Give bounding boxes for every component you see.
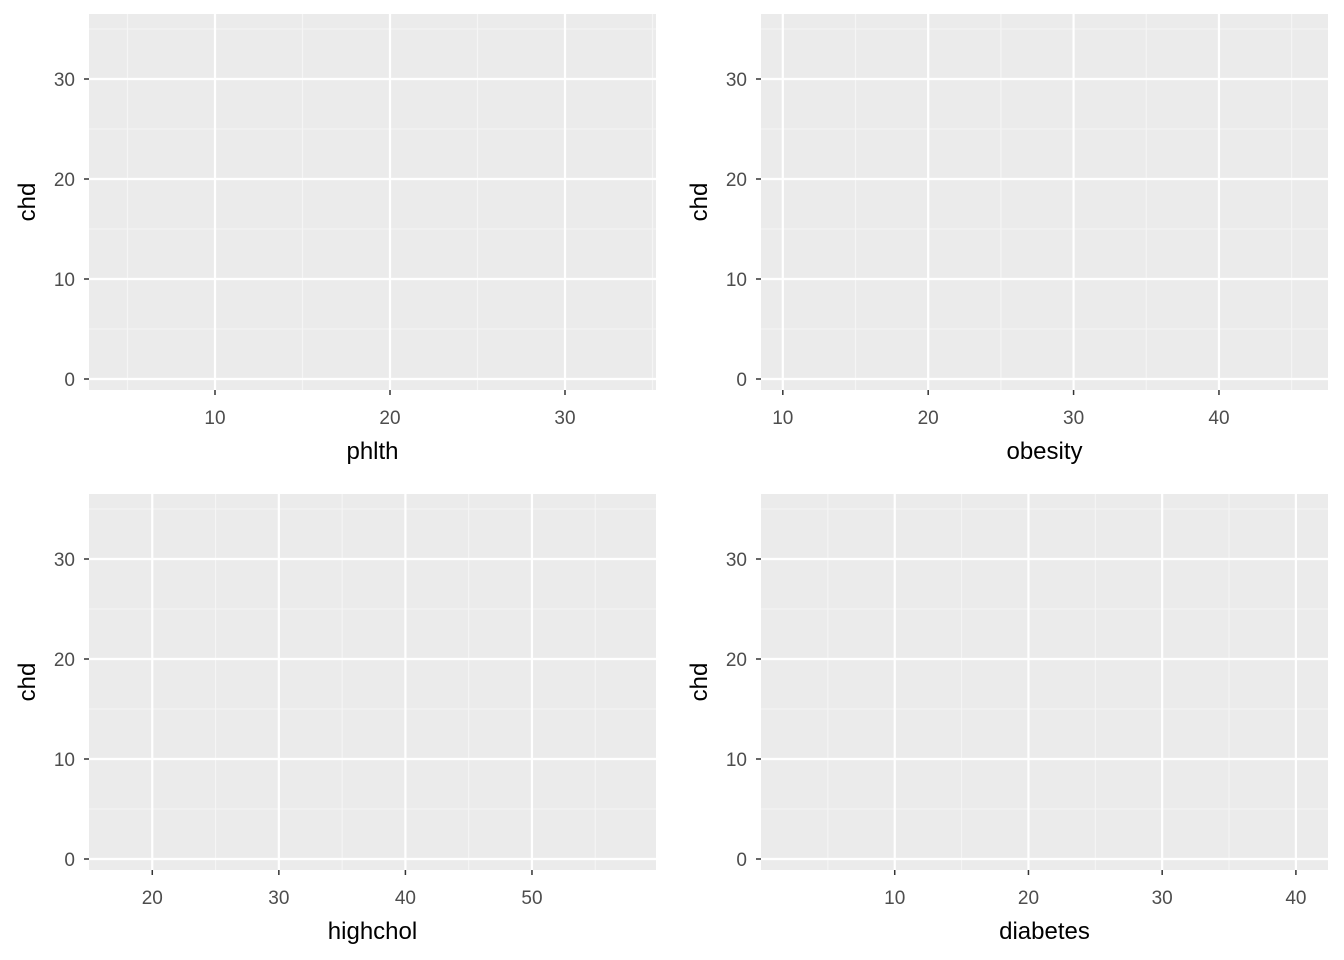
panel-4: 10 20 30 40 0 10 20 30 diabetes chd [686,494,1328,945]
y-axis-title: chd [14,183,41,222]
panel-2: 10 20 30 40 0 10 20 30 obesity chd [686,14,1328,465]
y-tick-label: 30 [726,550,747,571]
x-tick-label: 30 [268,888,289,909]
y-tick-label: 20 [54,170,75,191]
panel-3: 20 30 40 50 0 10 20 30 highchol chd [14,494,656,945]
y-tick-label: 0 [736,850,747,871]
y-tick-label: 0 [736,370,747,391]
x-tick-label: 10 [772,408,793,429]
x-tick-label: 20 [142,888,163,909]
panel-background [89,14,656,390]
y-tick-label: 10 [726,270,747,291]
y-tick-label: 10 [54,750,75,771]
x-tick-label: 40 [1285,888,1306,909]
panel-background [761,14,1328,390]
x-tick-label: 20 [918,408,939,429]
y-tick-label: 10 [726,750,747,771]
x-tick-label: 20 [379,408,400,429]
y-tick-label: 30 [54,70,75,91]
x-tick-label: 10 [884,888,905,909]
x-tick-label: 40 [395,888,416,909]
y-tick-label: 30 [54,550,75,571]
y-tick-label: 20 [726,170,747,191]
y-tick-label: 10 [54,270,75,291]
x-axis-title: phlth [346,438,398,465]
x-tick-label: 50 [521,888,542,909]
y-axis-title: chd [686,663,713,702]
y-tick-label: 0 [64,850,75,871]
x-axis-title: obesity [1006,438,1082,465]
y-axis-title: chd [14,663,41,702]
y-tick-label: 30 [726,70,747,91]
y-tick-label: 0 [64,370,75,391]
panel-background [89,494,656,870]
y-axis-title: chd [686,183,713,222]
x-tick-label: 30 [1063,408,1084,429]
x-tick-label: 20 [1018,888,1039,909]
y-tick-label: 20 [54,650,75,671]
panel-1: 10 20 30 0 10 20 30 phlth chd [14,14,656,465]
x-axis-title: highchol [328,918,417,945]
x-tick-label: 30 [1152,888,1173,909]
y-tick-label: 20 [726,650,747,671]
x-tick-label: 30 [554,408,575,429]
x-axis-title: diabetes [999,918,1090,945]
x-tick-label: 10 [204,408,225,429]
panel-background [761,494,1328,870]
x-tick-label: 40 [1208,408,1229,429]
